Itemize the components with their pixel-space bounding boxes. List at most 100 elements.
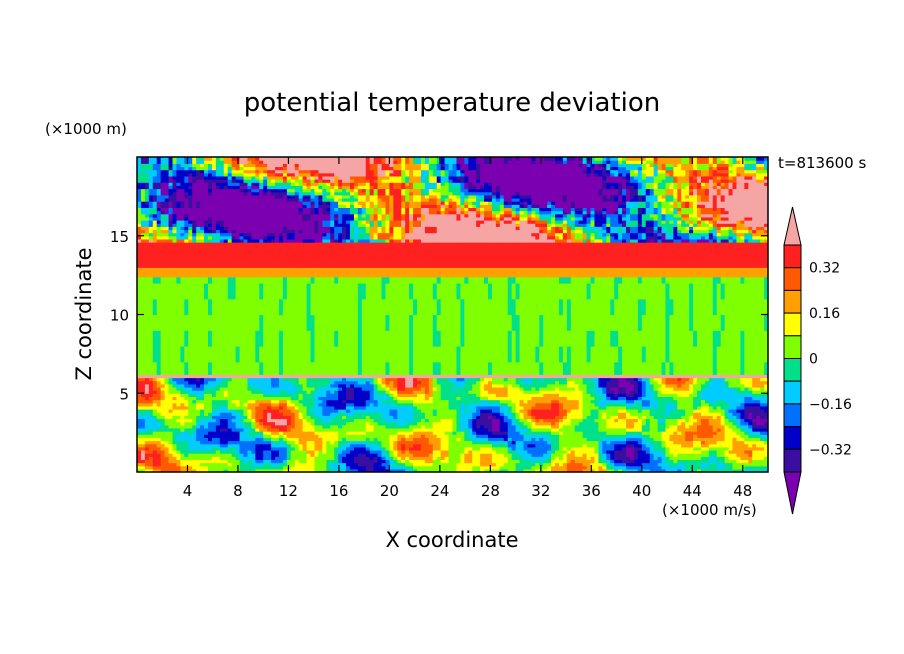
contour-cell <box>736 421 741 426</box>
contour-cell <box>365 465 371 470</box>
contour-cell <box>622 449 627 454</box>
contour-cell <box>653 459 659 464</box>
contour-cell <box>558 431 564 435</box>
contour-cell <box>164 427 170 432</box>
contour-cell <box>385 434 390 438</box>
contour-cell <box>306 449 312 454</box>
contour-cell <box>397 427 402 432</box>
contour-cell <box>558 424 564 429</box>
contour-cell <box>476 456 481 460</box>
contour-cell <box>574 453 580 457</box>
contour-cell <box>673 443 678 448</box>
contour-cell <box>760 434 765 438</box>
contour-cell <box>476 440 481 445</box>
contour-cell <box>204 449 209 454</box>
contour-cell <box>322 465 327 470</box>
contour-cell <box>558 418 564 423</box>
contour-cell <box>275 446 280 451</box>
contour-cell <box>286 449 292 454</box>
contour-cell <box>641 427 647 432</box>
contour-cell <box>188 421 193 426</box>
contour-cell <box>744 462 749 467</box>
contour-cell <box>653 431 659 435</box>
contour-cell <box>314 462 320 467</box>
contour-cell <box>334 465 339 470</box>
contour-cell <box>641 465 647 470</box>
contour-cell <box>764 440 768 445</box>
contour-cell <box>247 418 252 423</box>
contour-cell <box>570 431 576 435</box>
contour-cell <box>574 449 580 454</box>
contour-cell <box>223 443 229 448</box>
contour-cell <box>665 440 670 445</box>
contour-cell <box>614 459 619 464</box>
contour-cell <box>338 431 343 435</box>
contour-cell <box>503 449 509 454</box>
contour-cell <box>227 427 233 432</box>
contour-cell <box>535 418 540 423</box>
contour-cell <box>424 443 430 448</box>
contour-cell <box>740 431 745 435</box>
contour-cell <box>192 449 197 454</box>
contour-cell <box>752 465 757 470</box>
contour-cell <box>353 462 359 467</box>
contour-cell <box>511 437 517 442</box>
contour-cell <box>665 462 670 467</box>
contour-cell <box>314 468 320 472</box>
contour-cell <box>188 449 193 454</box>
contour-cell <box>436 462 442 467</box>
contour-cell <box>373 440 379 445</box>
contour-cell <box>385 453 390 457</box>
contour-cell <box>503 443 509 448</box>
contour-cell <box>420 434 426 438</box>
contour-cell <box>543 443 548 448</box>
contour-cell <box>290 456 296 460</box>
contour-cell <box>712 437 718 442</box>
contour-cell <box>503 421 509 426</box>
contour-cell <box>468 424 473 429</box>
contour-cell <box>259 449 264 454</box>
contour-cell <box>349 434 355 438</box>
contour-cell <box>610 453 615 457</box>
contour-cell <box>223 453 229 457</box>
contour-cell <box>626 440 631 445</box>
contour-cell <box>267 468 272 472</box>
contour-cell <box>511 468 517 472</box>
contour-cell <box>239 446 245 451</box>
contour-cell <box>160 449 166 454</box>
contour-cell <box>381 427 387 432</box>
contour-cell <box>756 443 761 448</box>
contour-cell <box>555 418 560 423</box>
contour-cell <box>389 418 394 423</box>
contour-cell <box>247 459 252 464</box>
contour-cell <box>523 424 529 429</box>
contour-cell <box>310 427 316 432</box>
contour-cell <box>140 431 146 435</box>
contour-cell <box>728 462 734 467</box>
contour-cell <box>531 424 536 429</box>
contour-cell <box>645 449 651 454</box>
contour-cell <box>290 446 296 451</box>
contour-cell <box>377 421 383 426</box>
contour-cell <box>748 462 753 467</box>
contour-cell <box>669 462 674 467</box>
contour-cell <box>444 465 450 470</box>
contour-cell <box>389 421 394 426</box>
contour-cell <box>495 449 501 454</box>
contour-cell <box>310 462 316 467</box>
contour-cell <box>531 418 536 423</box>
contour-cell <box>456 449 461 454</box>
contour-cell <box>590 418 596 423</box>
contour-cell <box>188 459 193 464</box>
contour-cell <box>263 456 268 460</box>
contour-cell <box>310 459 316 464</box>
contour-cell <box>440 421 446 426</box>
contour-cell <box>547 459 552 464</box>
contour-cell <box>531 462 536 467</box>
contour-cell <box>764 434 768 438</box>
contour-cell <box>586 459 592 464</box>
contour-cell <box>207 465 213 470</box>
contour-cell <box>342 440 347 445</box>
contour-cell <box>148 468 154 472</box>
contour-cell <box>282 462 288 467</box>
